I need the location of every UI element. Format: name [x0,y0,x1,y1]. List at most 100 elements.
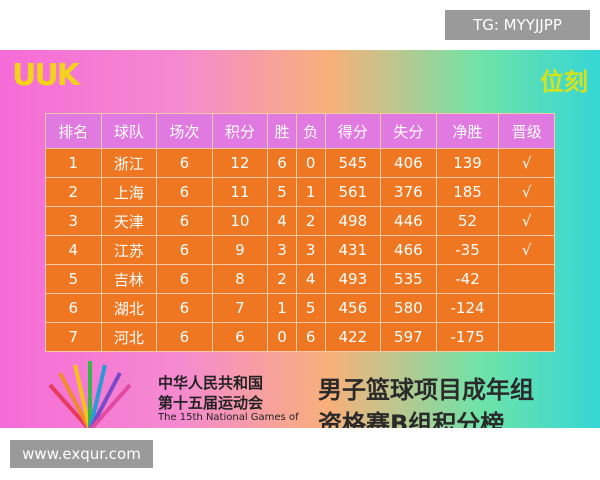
table-cell: -35 [435,235,500,265]
poster: UUK 位刻 排名 球队 场次 积分胜负得分 失分 净胜 晋级 1 浙江 6 12 6 0 545 406 1… [0,50,600,428]
table-cell: 6 [211,322,269,352]
table-cell: 422 [324,322,382,352]
table-row: 2 上海 6 11 5 1 561 376 185 √ [45,177,555,207]
header-cell: 晋级 [498,113,555,149]
table-cell: 580 [380,293,437,323]
header-row: 排名 球队 场次 积分胜负得分 失分 净胜 晋级 [45,113,555,149]
header-cell: 负 [295,113,326,149]
games-name: 中华人民共和国 [158,374,264,392]
header-cell: 净胜 [435,113,500,149]
table-cell: 浙江 [100,148,158,178]
table-cell: 535 [380,264,437,294]
header-cell: 得分 [324,113,382,149]
table-row: 3 天津 6 10 4 2 498 446 52 √ [45,206,555,236]
table-cell: 6 [156,206,213,236]
table-cell: 10 [211,206,269,236]
table-cell [498,293,555,323]
table-cell: 2 [267,264,297,294]
header-cell: 积分 [211,113,269,149]
table-cell: 456 [324,293,382,323]
table-cell: 6 [45,293,102,323]
table-cell: 上海 [100,177,158,207]
table-cell: √ [498,148,555,178]
table-cell: 466 [380,235,437,265]
table-cell: 1 [295,177,326,207]
table-cell: √ [498,177,555,207]
table-cell: 江苏 [100,235,158,265]
table-cell: 7 [211,293,269,323]
table-cell: 8 [211,264,269,294]
table-cell: 11 [211,177,269,207]
poster-title: 男子篮球项目成年组 [318,376,534,404]
table-cell: 185 [435,177,500,207]
header-cell: 球队 [100,113,158,149]
table-cell: 2 [45,177,102,207]
table-cell: 湖北 [100,293,158,323]
table-cell: 4 [295,264,326,294]
table-row: 7 河北 6 6 0 6 422 597 -175 [45,322,555,352]
table-cell: 545 [324,148,382,178]
table-cell: 6 [156,177,213,207]
table-cell: 5 [45,264,102,294]
table-cell: 2 [295,206,326,236]
table-cell: 139 [435,148,500,178]
header-cell: 失分 [380,113,437,149]
header-cell: 场次 [156,113,213,149]
table-cell: 5 [267,177,297,207]
games-name-en: The 15th National Games of [158,412,299,423]
table-row: 6 湖北 6 7 1 5 456 580 -124 [45,293,555,323]
table-cell: 6 [156,235,213,265]
table-cell: 3 [267,235,297,265]
table-cell: √ [498,235,555,265]
logo: UUK [12,58,80,93]
logo: 位刻 [540,68,588,96]
table-cell: 3 [45,206,102,236]
table-cell: 597 [380,322,437,352]
table-cell [498,322,555,352]
table-cell: 3 [295,235,326,265]
table-cell: 6 [156,264,213,294]
table-cell: 431 [324,235,382,265]
table-cell: 5 [295,293,326,323]
table-row: 5 吉林 6 8 2 4 493 535 -42 [45,264,555,294]
table-cell: 4 [267,206,297,236]
table-cell: 河北 [100,322,158,352]
table-cell [498,264,555,294]
table-cell: -42 [435,264,500,294]
table-cell: 446 [380,206,437,236]
watermark: TG: MYYJJPP [445,10,590,40]
table-cell: 9 [211,235,269,265]
header-cell: 胜 [267,113,297,149]
table-cell: 52 [435,206,500,236]
table-cell: √ [498,206,555,236]
table-cell: 1 [267,293,297,323]
table-cell: 吉林 [100,264,158,294]
table-cell: -175 [435,322,500,352]
table-cell: 498 [324,206,382,236]
standings-table: 排名 球队 场次 积分胜负得分 失分 净胜 晋级 1 浙江 6 12 6 0 545 406 139 √ 2 上海 6… [45,113,555,352]
table-cell: 1 [45,148,102,178]
table-cell: 6 [295,322,326,352]
table-row: 4 江苏 6 9 3 3 431 466 -35 √ [45,235,555,265]
table-cell: 376 [380,177,437,207]
table-row: 1 浙江 6 12 6 0 545 406 139 √ [45,148,555,178]
header-cell: 排名 [45,113,102,149]
table-cell: 4 [45,235,102,265]
table-cell: 6 [267,148,297,178]
table-cell: 12 [211,148,269,178]
watermark: www.exqur.com [10,440,153,468]
table-cell: 天津 [100,206,158,236]
table-cell: 6 [156,148,213,178]
table-cell: 6 [156,322,213,352]
table-cell: -124 [435,293,500,323]
table-cell: 561 [324,177,382,207]
table-cell: 0 [267,322,297,352]
table-cell: 493 [324,264,382,294]
table-cell: 6 [156,293,213,323]
games-emblem [48,361,132,428]
games-name: 第十五届运动会 [158,394,264,412]
table-cell: 7 [45,322,102,352]
table-cell: 406 [380,148,437,178]
poster-title: 资格赛B组积分榜 [318,410,505,428]
